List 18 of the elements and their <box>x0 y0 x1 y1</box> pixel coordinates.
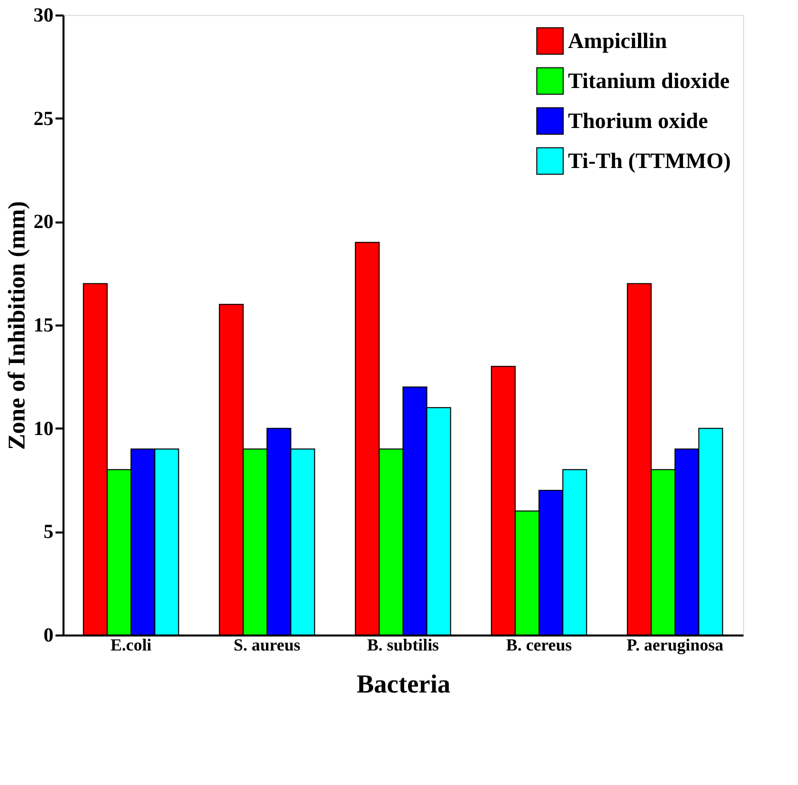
legend-label: Thorium oxide <box>568 108 708 133</box>
x-tick-label: E.coli <box>110 636 152 654</box>
y-tick-label: 25 <box>34 108 54 130</box>
y-tick-label: 15 <box>34 314 54 336</box>
y-tick-label: 30 <box>34 4 54 26</box>
y-tick-label: 20 <box>34 211 54 234</box>
legend-label: Titanium dioxide <box>568 68 730 93</box>
y-tick-label: 0 <box>44 624 54 646</box>
x-tick-label: B. cereus <box>506 636 572 654</box>
y-axis-title: Zone of Inhibition (mm) <box>4 201 30 450</box>
x-tick-label: B. subtilis <box>367 636 440 654</box>
y-tick-label: 5 <box>44 521 54 544</box>
y-tick-label: 10 <box>34 418 54 440</box>
legend-label: Ti-Th (TTMMO) <box>568 148 731 173</box>
legend-label: Ampicillin <box>568 28 668 53</box>
x-tick-label: S. aureus <box>234 636 301 654</box>
x-tick-label: P. aeruginosa <box>626 636 724 654</box>
x-axis-title: Bacteria <box>356 670 450 698</box>
